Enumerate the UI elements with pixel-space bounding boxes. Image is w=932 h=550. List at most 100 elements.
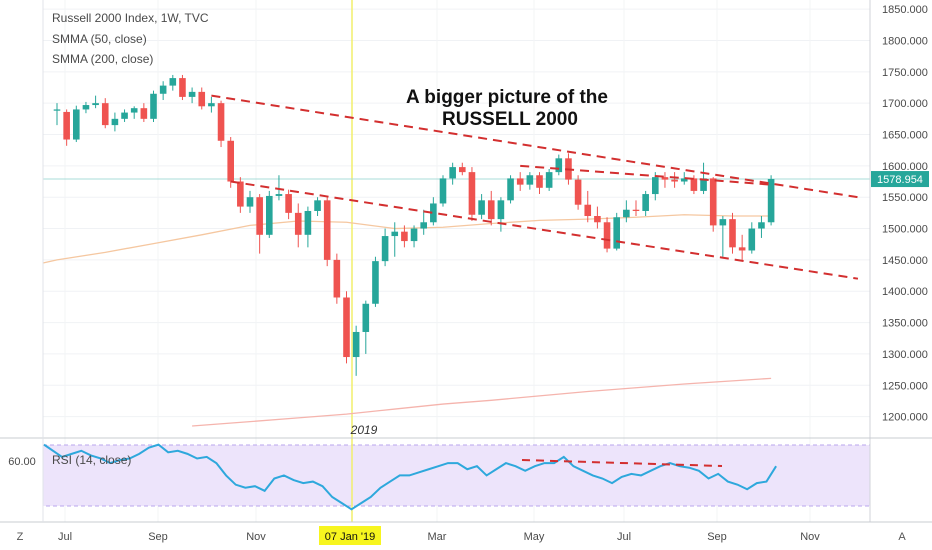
price-tick-label: 1600.000 [882, 161, 928, 173]
candle [758, 216, 765, 238]
price-tick-label: 1250.000 [882, 380, 928, 392]
candle [304, 206, 312, 248]
candle [140, 103, 148, 122]
candle [420, 209, 427, 235]
candle-body [497, 200, 505, 220]
candle [526, 172, 534, 190]
candle-body [130, 108, 138, 113]
legend-rsi: RSI (14, close) [52, 453, 131, 467]
annotation-line-2: RUSSELL 2000 [442, 109, 578, 130]
candle [439, 175, 447, 207]
candle [478, 194, 485, 220]
last-price-label: 1578.954 [877, 174, 923, 186]
time-label: Jul [58, 531, 72, 543]
candle-body [507, 178, 514, 201]
candle-body [748, 228, 756, 251]
candle [700, 162, 707, 195]
candle [372, 256, 379, 307]
candle-body [275, 194, 283, 196]
candle-body [584, 204, 592, 216]
candle-body [179, 78, 186, 97]
candle-body [246, 197, 254, 207]
price-tick-label: 1850.000 [882, 4, 928, 16]
candle [748, 222, 756, 254]
candle [584, 190, 592, 223]
price-tick-label: 1500.000 [882, 224, 928, 236]
candle-body [53, 109, 61, 111]
candle-body [459, 167, 466, 173]
time-label: Jul [617, 531, 631, 543]
candle-body [671, 179, 678, 182]
candle [767, 175, 775, 226]
candle [179, 74, 186, 101]
candle [208, 96, 215, 113]
candle [333, 253, 341, 304]
time-labels: Jul Sep Nov Mar May Jul Sep Nov [58, 531, 820, 543]
candle [73, 105, 80, 143]
candle-body [680, 178, 688, 182]
candle [391, 222, 399, 257]
candle-body [719, 219, 727, 226]
candle-body [391, 231, 399, 237]
candle [459, 162, 466, 176]
price-ticks: 1850.000 1800.000 1750.000 1700.000 1650.000… [882, 4, 928, 423]
price-tick-label: 1800.000 [882, 35, 928, 47]
right-badge[interactable]: A [898, 531, 906, 543]
candle [594, 206, 601, 229]
candle-body [362, 303, 370, 332]
highlighted-date: 07 Jan '19 [325, 531, 375, 543]
candle-body [478, 200, 485, 215]
candle-body [198, 91, 206, 107]
candle [729, 212, 736, 254]
candle [719, 216, 727, 257]
candle-body [410, 228, 418, 242]
price-tick-label: 1700.000 [882, 98, 928, 110]
price-tick-label: 1200.000 [882, 412, 928, 424]
candle [343, 291, 350, 364]
candle-body [208, 103, 215, 107]
candle-body [140, 108, 148, 119]
candle [188, 87, 196, 104]
candle-body [333, 259, 341, 298]
candle-body [101, 103, 109, 126]
candle-body [237, 181, 244, 207]
time-label: Sep [148, 531, 168, 543]
price-tick-label: 1300.000 [882, 349, 928, 361]
candle-body [188, 91, 196, 97]
candle [362, 300, 370, 354]
legend-smma-50: SMMA (50, close) [52, 32, 147, 46]
candle [63, 109, 70, 146]
left-badge[interactable]: Z [17, 531, 24, 543]
candle [401, 225, 408, 248]
rsi-level-label: 60.00 [8, 456, 36, 468]
candle [709, 177, 717, 232]
candle-body [487, 200, 495, 220]
candle [314, 197, 321, 216]
candle-body [729, 219, 736, 248]
candle [352, 325, 360, 376]
candle-body [372, 261, 379, 304]
candle-body [738, 247, 746, 251]
price-tick-label: 1750.000 [882, 67, 928, 79]
candle [82, 101, 90, 114]
candle-body [352, 331, 360, 358]
candle-body [381, 236, 389, 262]
candle [738, 234, 746, 260]
candle-body [63, 111, 70, 140]
price-tick-label: 1650.000 [882, 130, 928, 142]
candle [410, 225, 418, 248]
candle-body [73, 109, 80, 140]
candle-body [709, 178, 717, 226]
candle [53, 103, 61, 126]
candles [53, 74, 775, 376]
candle [237, 177, 244, 213]
candle-body [545, 172, 553, 188]
candle [381, 228, 389, 267]
time-label: Nov [800, 531, 820, 543]
candle-body [323, 200, 331, 260]
candle-body [285, 194, 292, 213]
candle-body [652, 177, 659, 195]
candle-body [642, 194, 649, 211]
candle [468, 167, 476, 222]
